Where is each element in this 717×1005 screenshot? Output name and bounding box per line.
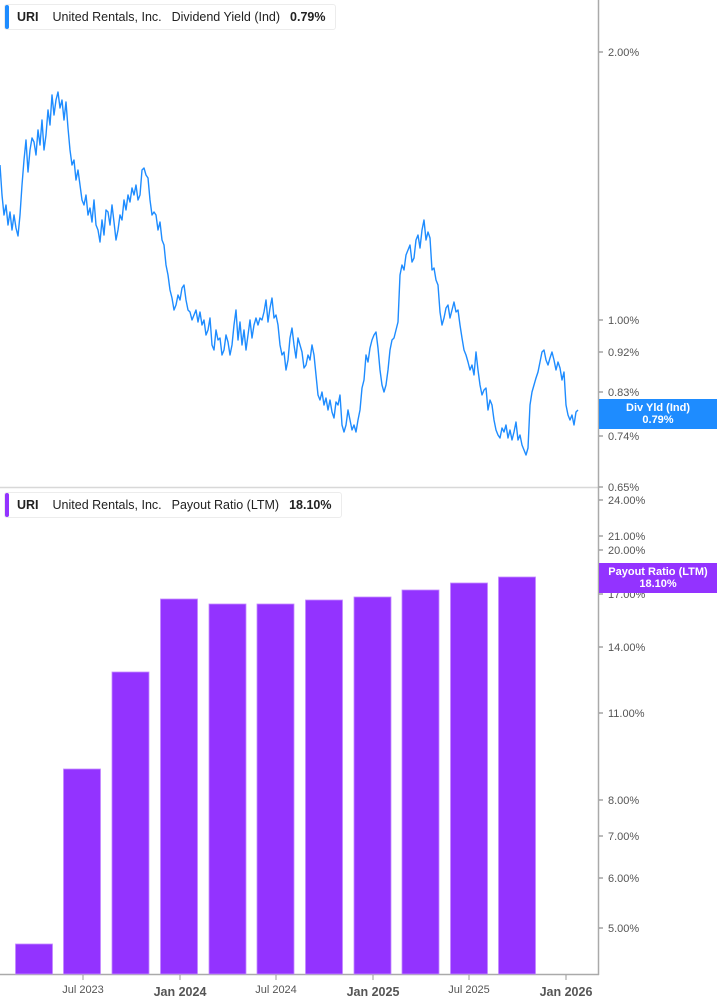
svg-text:0.74%: 0.74% — [608, 431, 639, 443]
bar-10 — [498, 576, 536, 975]
svg-text:8.00%: 8.00% — [608, 795, 639, 807]
bar-7 — [353, 596, 392, 975]
legend-ticker: URI — [17, 498, 39, 512]
flag-value: 18.10% — [639, 578, 677, 590]
svg-text:21.00%: 21.00% — [608, 531, 646, 543]
bar-8 — [401, 589, 440, 975]
svg-text:Jan 2024: Jan 2024 — [154, 985, 207, 999]
svg-text:0.83%: 0.83% — [608, 387, 639, 399]
x-axis: Jul 2023 Jan 2024 Jul 2024 Jan 2025 Jul … — [62, 975, 592, 999]
div-yield-price-flag: Div Yld (Ind) 0.79% — [599, 399, 717, 429]
series-color-swatch — [5, 5, 9, 29]
flag-label: Payout Ratio (LTM) — [608, 566, 708, 578]
svg-text:Jul 2024: Jul 2024 — [255, 984, 297, 996]
bottom-y-axis: 24.00% 21.00% 20.00% 17.00% 14.00% 11.00… — [599, 495, 646, 935]
svg-text:20.00%: 20.00% — [608, 545, 646, 557]
svg-text:7.00%: 7.00% — [608, 831, 639, 843]
bar-1 — [63, 768, 101, 975]
svg-text:24.00%: 24.00% — [608, 495, 646, 507]
flag-value: 0.79% — [642, 414, 674, 426]
svg-text:0.65%: 0.65% — [608, 482, 639, 494]
bar-2 — [111, 671, 150, 975]
svg-text:2.00%: 2.00% — [608, 47, 639, 59]
legend-metric: Dividend Yield (Ind) — [171, 10, 281, 24]
bar-0 — [15, 943, 53, 975]
svg-text:Jan 2025: Jan 2025 — [347, 985, 400, 999]
svg-text:0.92%: 0.92% — [608, 347, 639, 359]
svg-text:6.00%: 6.00% — [608, 873, 639, 885]
series-color-swatch — [5, 493, 9, 517]
svg-text:5.00%: 5.00% — [608, 923, 639, 935]
dividend-yield-line — [0, 91, 579, 456]
bottom-legend: URI United Rentals, Inc. Payout Ratio (L… — [4, 492, 343, 518]
svg-text:Jan 2026: Jan 2026 — [540, 985, 593, 999]
bar-5 — [256, 603, 295, 975]
payout-ratio-bars — [15, 576, 536, 975]
svg-text:14.00%: 14.00% — [608, 642, 646, 654]
top-legend: URI United Rentals, Inc. Dividend Yield … — [4, 4, 337, 30]
bar-3 — [160, 598, 198, 975]
payout-ratio-price-flag: Payout Ratio (LTM) 18.10% — [599, 563, 717, 593]
svg-text:Jul 2025: Jul 2025 — [448, 984, 490, 996]
flag-label: Div Yld (Ind) — [626, 402, 690, 414]
bar-4 — [208, 603, 247, 975]
legend-value: 18.10% — [289, 498, 332, 512]
svg-text:1.00%: 1.00% — [608, 315, 639, 327]
legend-company: United Rentals, Inc. — [52, 10, 162, 24]
legend-company: United Rentals, Inc. — [52, 498, 162, 512]
svg-text:Jul 2023: Jul 2023 — [62, 984, 104, 996]
bar-9 — [450, 582, 488, 975]
bar-6 — [305, 599, 343, 975]
legend-metric: Payout Ratio (LTM) — [171, 498, 280, 512]
legend-ticker: URI — [17, 10, 39, 24]
svg-text:11.00%: 11.00% — [608, 708, 645, 720]
top-y-axis: 2.00% 1.00% 0.92% 0.83% 0.74% 0.65% — [599, 47, 639, 494]
legend-value: 0.79% — [290, 10, 326, 24]
